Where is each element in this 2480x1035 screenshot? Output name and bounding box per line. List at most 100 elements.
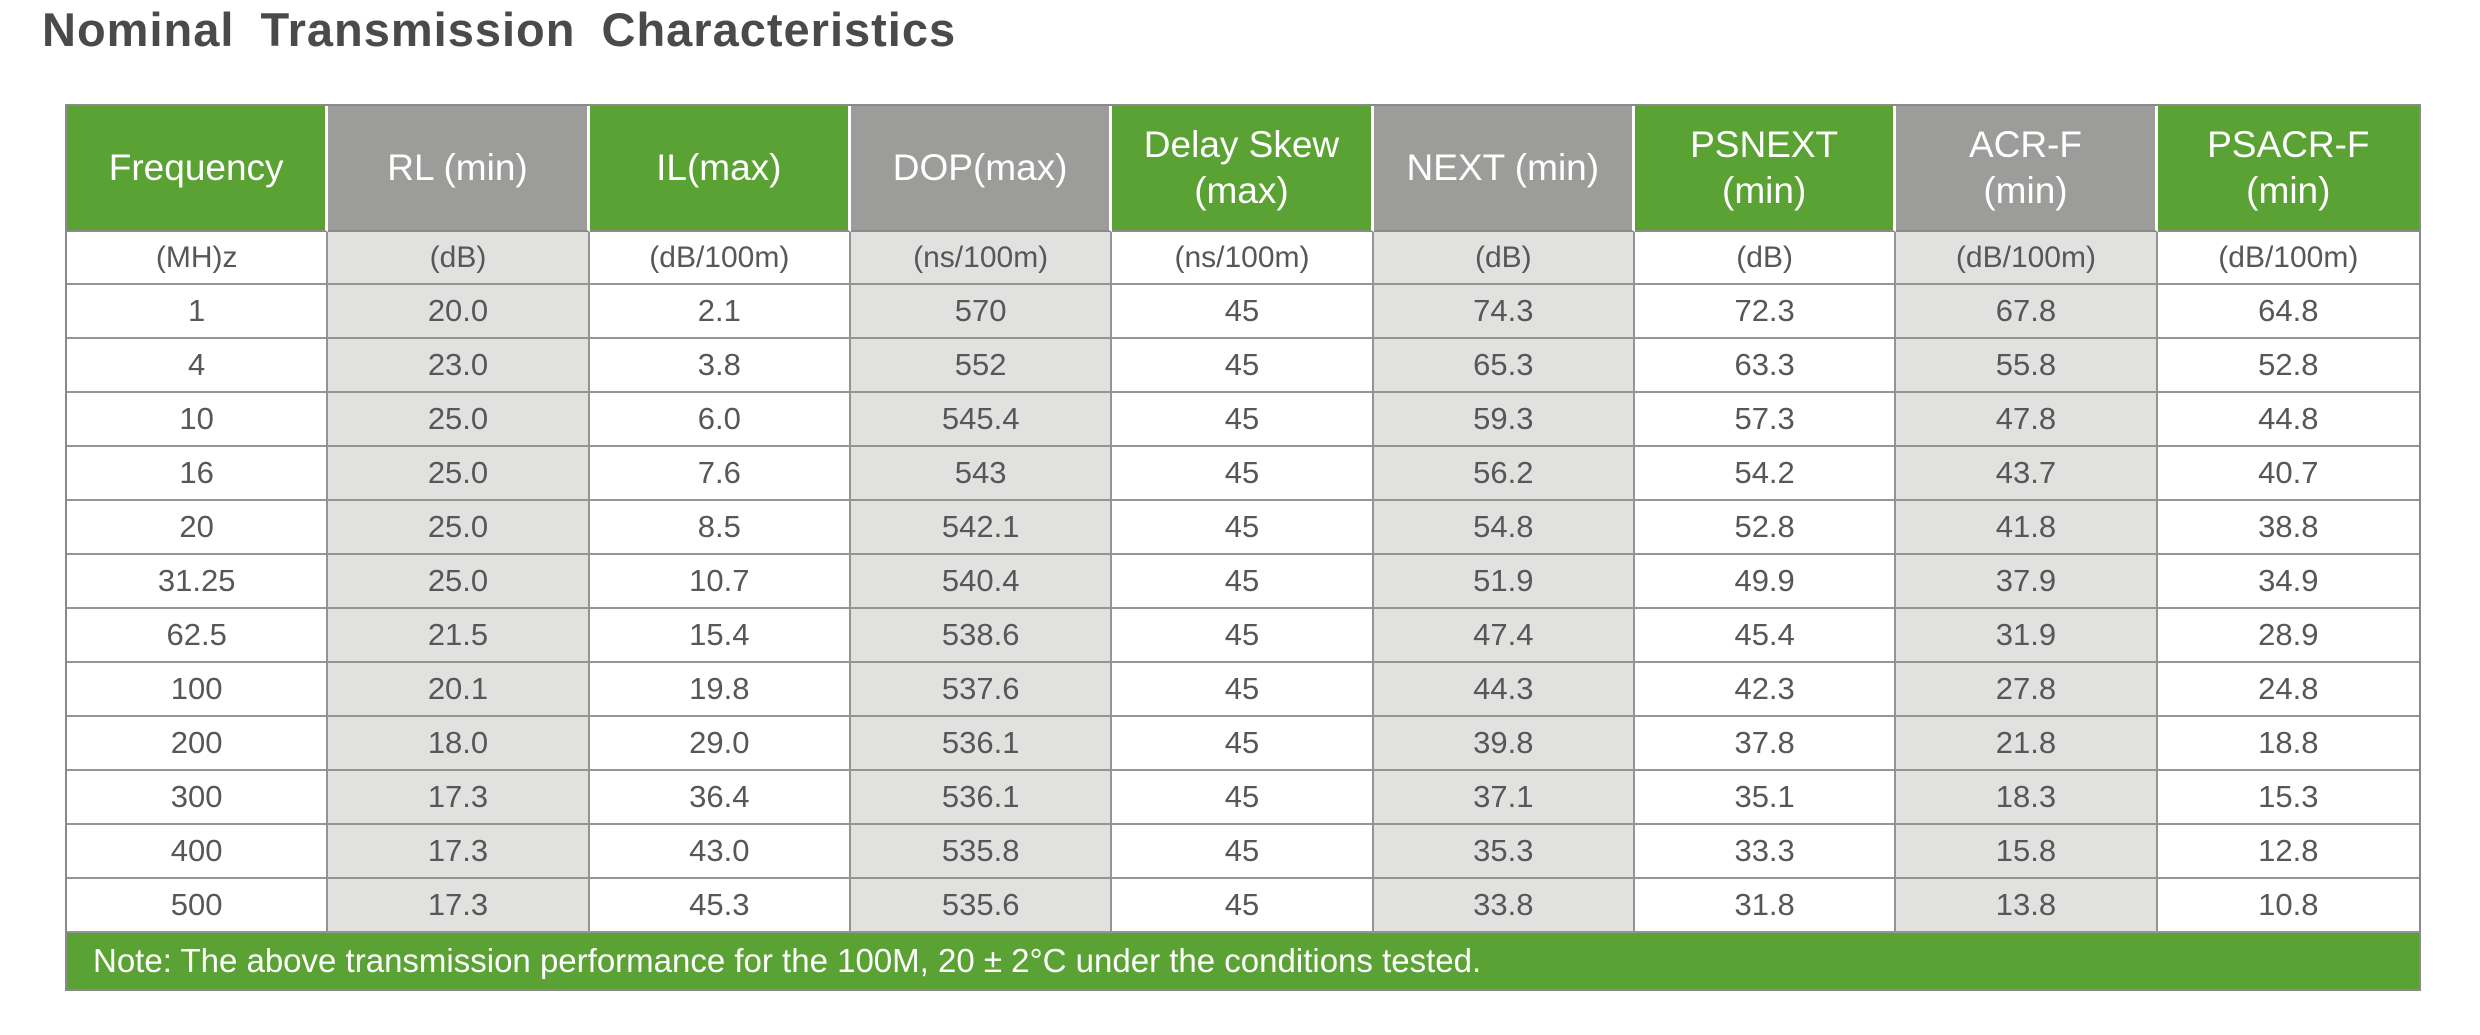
value-cell: 31.9 bbox=[1896, 609, 2158, 663]
value-cell: 41.8 bbox=[1896, 501, 2158, 555]
value-cell: 39.8 bbox=[1373, 717, 1635, 771]
value-cell: 31.8 bbox=[1634, 879, 1897, 931]
value-cell: 18.3 bbox=[1896, 771, 2158, 825]
value-cell: 20 bbox=[67, 501, 329, 555]
table-row: 1 20.0 2.1 570 45 74.3 72.3 67.8 64.8 bbox=[67, 285, 2419, 339]
column-header-line: PSNEXT bbox=[1690, 123, 1839, 165]
value-cell: 540.4 bbox=[850, 555, 1113, 609]
value-cell: 49.9 bbox=[1634, 555, 1897, 609]
column-header-line: PSACR-F bbox=[2207, 123, 2370, 165]
unit-cell: (MH)z bbox=[67, 232, 329, 285]
column-header-line: Delay Skew bbox=[1143, 123, 1340, 165]
value-cell: 500 bbox=[67, 879, 329, 931]
value-cell: 538.6 bbox=[850, 609, 1113, 663]
value-cell: 12.8 bbox=[2157, 825, 2419, 879]
value-cell: 25.0 bbox=[328, 555, 590, 609]
value-cell: 43.7 bbox=[1896, 447, 2158, 501]
table-row: 200 18.0 29.0 536.1 45 39.8 37.8 21.8 18.8 bbox=[67, 717, 2419, 771]
unit-cell: (dB) bbox=[1373, 232, 1635, 285]
value-cell: 300 bbox=[67, 771, 329, 825]
value-cell: 545.4 bbox=[850, 393, 1113, 447]
value-cell: 18.0 bbox=[328, 717, 590, 771]
unit-cell: (dB/100m) bbox=[589, 232, 851, 285]
value-cell: 542.1 bbox=[850, 501, 1113, 555]
table-header: Frequency RL (min) IL(max) DOP(max) Delay Sk… bbox=[67, 106, 2419, 232]
value-cell: 535.6 bbox=[850, 879, 1113, 931]
unit-cell: (dB) bbox=[328, 232, 590, 285]
unit-cell: (dB/100m) bbox=[1896, 232, 2158, 285]
value-cell: 6.0 bbox=[589, 393, 851, 447]
transmission-characteristics-table: Frequency RL (min) IL(max) DOP(max) Delay Sk… bbox=[65, 104, 2421, 991]
value-cell: 52.8 bbox=[2157, 339, 2419, 393]
value-cell: 57.3 bbox=[1634, 393, 1897, 447]
page-title: Nominal Transmission Characteristics bbox=[42, 3, 957, 56]
note-row: Note: The above transmission performance… bbox=[67, 931, 2419, 989]
table-row: 62.5 21.5 15.4 538.6 45 47.4 45.4 31.9 28.9 bbox=[67, 609, 2419, 663]
value-cell: 56.2 bbox=[1373, 447, 1635, 501]
value-cell: 45.4 bbox=[1634, 609, 1897, 663]
value-cell: 536.1 bbox=[850, 771, 1113, 825]
value-cell: 47.8 bbox=[1896, 393, 2158, 447]
value-cell: 552 bbox=[850, 339, 1113, 393]
value-cell: 45 bbox=[1112, 393, 1374, 447]
value-cell: 28.9 bbox=[2157, 609, 2419, 663]
value-cell: 45 bbox=[1112, 447, 1374, 501]
value-cell: 45 bbox=[1112, 501, 1374, 555]
value-cell: 51.9 bbox=[1373, 555, 1635, 609]
table-note: Note: The above transmission performance… bbox=[67, 931, 2419, 989]
value-cell: 16 bbox=[67, 447, 329, 501]
value-cell: 20.1 bbox=[328, 663, 590, 717]
value-cell: 35.3 bbox=[1373, 825, 1635, 879]
table-row: 31.25 25.0 10.7 540.4 45 51.9 49.9 37.9 34.9 bbox=[67, 555, 2419, 609]
value-cell: 20.0 bbox=[328, 285, 590, 339]
value-cell: 67.8 bbox=[1896, 285, 2158, 339]
value-cell: 15.8 bbox=[1896, 825, 2158, 879]
table-row: 16 25.0 7.6 543 45 56.2 54.2 43.7 40.7 bbox=[67, 447, 2419, 501]
value-cell: 27.8 bbox=[1896, 663, 2158, 717]
value-cell: 10 bbox=[67, 393, 329, 447]
column-header-delay-skew-max: Delay Skew (max) bbox=[1112, 106, 1374, 232]
value-cell: 64.8 bbox=[2157, 285, 2419, 339]
value-cell: 17.3 bbox=[328, 879, 590, 931]
column-header-line: RL (min) bbox=[387, 146, 528, 188]
column-header-line: (max) bbox=[1194, 170, 1289, 211]
value-cell: 535.8 bbox=[850, 825, 1113, 879]
value-cell: 100 bbox=[67, 663, 329, 717]
value-cell: 21.5 bbox=[328, 609, 590, 663]
value-cell: 537.6 bbox=[850, 663, 1113, 717]
value-cell: 55.8 bbox=[1896, 339, 2158, 393]
table-body: (MH)z (dB) (dB/100m) (ns/100m) (ns/100m) (dB)… bbox=[67, 232, 2419, 931]
unit-cell: (dB) bbox=[1634, 232, 1897, 285]
column-header-next-min: NEXT (min) bbox=[1373, 106, 1635, 232]
value-cell: 200 bbox=[67, 717, 329, 771]
value-cell: 25.0 bbox=[328, 447, 590, 501]
table-row: 500 17.3 45.3 535.6 45 33.8 31.8 13.8 10.8 bbox=[67, 879, 2419, 931]
value-cell: 8.5 bbox=[589, 501, 851, 555]
column-header-il-max: IL(max) bbox=[589, 106, 851, 232]
value-cell: 2.1 bbox=[589, 285, 851, 339]
unit-cell: (dB/100m) bbox=[2157, 232, 2419, 285]
column-header-line: (min) bbox=[1722, 170, 1807, 211]
value-cell: 45 bbox=[1112, 879, 1374, 931]
unit-cell: (ns/100m) bbox=[1112, 232, 1374, 285]
value-cell: 400 bbox=[67, 825, 329, 879]
value-cell: 10.7 bbox=[589, 555, 851, 609]
value-cell: 13.8 bbox=[1896, 879, 2158, 931]
value-cell: 24.8 bbox=[2157, 663, 2419, 717]
table-row: 300 17.3 36.4 536.1 45 37.1 35.1 18.3 15.3 bbox=[67, 771, 2419, 825]
value-cell: 45 bbox=[1112, 771, 1374, 825]
value-cell: 44.3 bbox=[1373, 663, 1635, 717]
table-row: 10 25.0 6.0 545.4 45 59.3 57.3 47.8 44.8 bbox=[67, 393, 2419, 447]
value-cell: 23.0 bbox=[328, 339, 590, 393]
value-cell: 47.4 bbox=[1373, 609, 1635, 663]
value-cell: 33.8 bbox=[1373, 879, 1635, 931]
unit-cell: (ns/100m) bbox=[850, 232, 1113, 285]
value-cell: 37.8 bbox=[1634, 717, 1897, 771]
value-cell: 31.25 bbox=[67, 555, 329, 609]
value-cell: 42.3 bbox=[1634, 663, 1897, 717]
value-cell: 17.3 bbox=[328, 825, 590, 879]
value-cell: 21.8 bbox=[1896, 717, 2158, 771]
value-cell: 45 bbox=[1112, 663, 1374, 717]
value-cell: 44.8 bbox=[2157, 393, 2419, 447]
